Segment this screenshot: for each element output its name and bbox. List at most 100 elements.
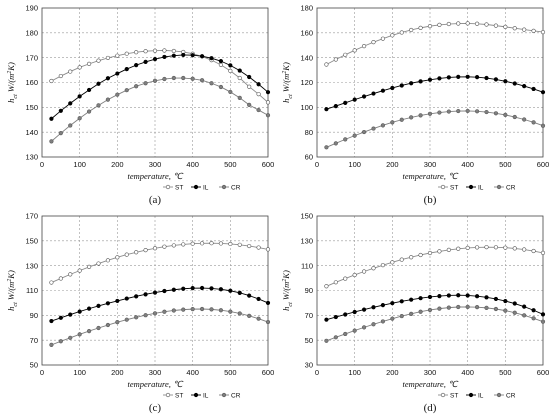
data-point-cr <box>418 113 423 118</box>
y-label-end: K) <box>281 270 291 280</box>
legend-marker-cr <box>496 392 502 398</box>
data-point-cr <box>209 81 214 86</box>
data-point-st <box>105 258 111 263</box>
x-tick-label: 300 <box>149 160 162 169</box>
data-point-il <box>465 74 470 79</box>
data-point-st <box>134 50 139 55</box>
data-point-st <box>237 242 242 247</box>
x-axis-label: temperature, ℃ <box>402 171 458 181</box>
legend-marker-il <box>193 392 199 398</box>
data-point-st <box>418 25 423 30</box>
data-point-cr <box>399 117 404 122</box>
data-point-cr <box>352 328 357 333</box>
data-point-st <box>228 241 233 247</box>
data-point-il <box>343 312 348 317</box>
data-point-cr <box>324 145 329 150</box>
data-point-cr <box>446 305 451 310</box>
legend-label-il: IL <box>203 184 209 191</box>
data-point-il <box>256 82 261 87</box>
data-point-st <box>171 243 176 248</box>
data-point-cr <box>228 309 233 314</box>
y-label-sub: ct <box>13 302 19 307</box>
data-point-st <box>540 250 546 255</box>
data-point-cr <box>361 325 367 330</box>
data-point-il <box>218 59 224 64</box>
legend-label-cr: CR <box>231 392 241 399</box>
data-point-il <box>390 301 395 306</box>
data-point-cr <box>218 84 224 90</box>
data-point-cr <box>531 120 536 125</box>
data-point-il <box>162 54 167 60</box>
y-tick-label: 150 <box>25 236 38 245</box>
data-point-il <box>77 94 82 99</box>
y-tick-label: 100 <box>300 103 313 112</box>
data-point-il <box>465 293 470 298</box>
y-tick-label: 150 <box>300 212 313 221</box>
legend-marker-st <box>440 392 446 398</box>
data-point-cr <box>124 88 129 93</box>
data-point-il <box>96 81 101 86</box>
data-point-st <box>265 247 271 252</box>
data-point-st <box>390 33 395 38</box>
data-point-st <box>134 250 139 255</box>
x-tick-label: 400 <box>461 368 474 377</box>
data-point-il <box>380 303 386 308</box>
data-point-cr <box>371 126 376 131</box>
data-point-st <box>446 247 451 252</box>
y-tick-label: 130 <box>300 236 313 245</box>
x-axis-label: temperature, ℃ <box>402 379 458 389</box>
x-tick-label: 100 <box>73 368 86 377</box>
data-point-st <box>380 263 386 268</box>
y-label-sup: 2 <box>7 71 13 74</box>
y-tick-label: 190 <box>25 4 38 13</box>
plot-frame <box>41 7 269 158</box>
data-point-st <box>465 245 470 251</box>
data-point-cr <box>256 107 261 113</box>
x-axis-label: temperature, ℃ <box>127 379 183 389</box>
data-point-st <box>446 21 451 27</box>
data-point-il <box>237 68 242 73</box>
x-tick-label: 500 <box>224 160 237 169</box>
data-point-il <box>181 286 186 291</box>
y-tick-label: 50 <box>305 336 313 345</box>
data-point-il <box>418 79 423 84</box>
series-line-cr <box>51 77 269 142</box>
data-point-st <box>493 245 499 250</box>
data-point-st <box>218 62 224 67</box>
y-tick-label: 110 <box>301 261 313 270</box>
data-point-cr <box>115 320 120 325</box>
data-point-st <box>96 58 101 63</box>
y-label-end: K) <box>281 62 291 72</box>
data-point-il <box>371 91 376 96</box>
data-point-cr <box>190 307 195 312</box>
data-point-il <box>58 108 63 113</box>
data-point-st <box>484 22 489 27</box>
data-point-st <box>237 75 242 81</box>
series-line-cr <box>51 308 269 346</box>
data-point-st <box>256 245 261 250</box>
data-point-cr <box>522 313 527 318</box>
data-point-st <box>512 26 517 31</box>
data-point-il <box>49 116 54 121</box>
data-point-st <box>68 272 73 277</box>
data-point-il <box>115 298 120 304</box>
x-tick-label: 400 <box>461 160 474 169</box>
series-line-st <box>326 22 544 65</box>
data-point-st <box>540 29 546 35</box>
data-point-st <box>115 255 120 260</box>
data-point-st <box>218 241 224 246</box>
data-point-il <box>58 315 63 320</box>
data-point-il <box>343 100 348 105</box>
chart-panel-b: 0 100 200 300 400 500 600 60 80 100 120 140 160 180 te… <box>275 0 550 208</box>
data-point-il <box>361 94 367 99</box>
legend-marker-st <box>165 392 171 398</box>
y-label-main: h <box>281 307 291 311</box>
panel-label: (b) <box>424 194 437 206</box>
data-point-st <box>86 264 92 270</box>
data-point-il <box>96 303 101 308</box>
data-point-il <box>484 295 489 300</box>
chart-panel-d: 0 100 200 300 400 500 600 30 50 70 90 110 130 150 temp… <box>275 208 550 416</box>
data-point-st <box>380 36 386 41</box>
data-point-st <box>199 241 205 246</box>
